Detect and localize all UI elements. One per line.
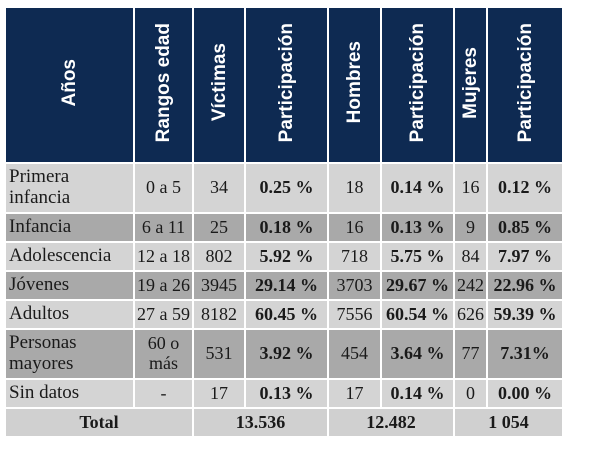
men-share-cell: 0.14 % bbox=[380, 378, 455, 409]
header-participacion-hombres: Participación bbox=[380, 6, 455, 164]
category-cell: Jóvenes bbox=[4, 270, 135, 301]
victims-cell: 3945 bbox=[192, 270, 246, 301]
category-cell: Primera infancia bbox=[4, 162, 135, 214]
men-share-cell: 3.64 % bbox=[380, 328, 455, 380]
victims-by-age-table: Años Rangos edad Víctimas Participación … bbox=[4, 6, 564, 438]
men-cell: 7556 bbox=[327, 299, 382, 330]
age-range-cell: 6 a 11 bbox=[133, 212, 194, 243]
women-share-cell: 0.12 % bbox=[486, 162, 564, 214]
victims-share-cell: 60.45 % bbox=[244, 299, 329, 330]
victims-cell: 17 bbox=[192, 378, 246, 409]
victims-share-cell: 0.18 % bbox=[244, 212, 329, 243]
women-share-cell: 59.39 % bbox=[486, 299, 564, 330]
victims-share-cell: 3.92 % bbox=[244, 328, 329, 380]
women-cell: 242 bbox=[453, 270, 488, 301]
table-container: Años Rangos edad Víctimas Participación … bbox=[4, 6, 564, 438]
men-share-cell: 60.54 % bbox=[380, 299, 455, 330]
table-row: Sin datos - 17 0.13 % 17 0.14 % 0 0.00 % bbox=[4, 378, 564, 409]
header-participacion-mujeres: Participación bbox=[486, 6, 564, 164]
total-label: Total bbox=[4, 407, 194, 438]
age-range-cell: 0 a 5 bbox=[133, 162, 194, 214]
women-share-cell: 7.31% bbox=[486, 328, 564, 380]
victims-cell: 802 bbox=[192, 241, 246, 272]
women-cell: 84 bbox=[453, 241, 488, 272]
table-row: Personas mayores 60 o más 531 3.92 % 454… bbox=[4, 328, 564, 380]
men-cell: 3703 bbox=[327, 270, 382, 301]
age-range-cell: 60 o más bbox=[133, 328, 194, 380]
men-share-cell: 5.75 % bbox=[380, 241, 455, 272]
table-row: Infancia 6 a 11 25 0.18 % 16 0.13 % 9 0.… bbox=[4, 212, 564, 243]
header-victimas: Víctimas bbox=[192, 6, 246, 164]
men-cell: 17 bbox=[327, 378, 382, 409]
category-cell: Adolescencia bbox=[4, 241, 135, 272]
table-row: Adolescencia 12 a 18 802 5.92 % 718 5.75… bbox=[4, 241, 564, 272]
men-share-cell: 0.13 % bbox=[380, 212, 455, 243]
total-women: 1 054 bbox=[453, 407, 564, 438]
victims-share-cell: 0.13 % bbox=[244, 378, 329, 409]
age-range-cell: - bbox=[133, 378, 194, 409]
category-cell: Adultos bbox=[4, 299, 135, 330]
women-cell: 16 bbox=[453, 162, 488, 214]
women-share-cell: 0.85 % bbox=[486, 212, 564, 243]
victims-cell: 25 bbox=[192, 212, 246, 243]
header-hombres: Hombres bbox=[327, 6, 382, 164]
age-range-cell: 12 a 18 bbox=[133, 241, 194, 272]
total-victims: 13.536 bbox=[192, 407, 329, 438]
age-range-cell: 27 a 59 bbox=[133, 299, 194, 330]
category-cell: Infancia bbox=[4, 212, 135, 243]
total-row: Total 13.536 12.482 1 054 bbox=[4, 407, 564, 438]
header-rangos-edad: Rangos edad bbox=[133, 6, 194, 164]
header-anos: Años bbox=[4, 6, 135, 164]
header-mujeres: Mujeres bbox=[453, 6, 488, 164]
men-cell: 16 bbox=[327, 212, 382, 243]
header-participacion-victimas: Participación bbox=[244, 6, 329, 164]
victims-share-cell: 5.92 % bbox=[244, 241, 329, 272]
women-cell: 9 bbox=[453, 212, 488, 243]
men-cell: 18 bbox=[327, 162, 382, 214]
age-range-cell: 19 a 26 bbox=[133, 270, 194, 301]
table-row: Jóvenes 19 a 26 3945 29.14 % 3703 29.67 … bbox=[4, 270, 564, 301]
victims-cell: 531 bbox=[192, 328, 246, 380]
women-share-cell: 7.97 % bbox=[486, 241, 564, 272]
category-cell: Personas mayores bbox=[4, 328, 135, 380]
men-cell: 454 bbox=[327, 328, 382, 380]
women-share-cell: 22.96 % bbox=[486, 270, 564, 301]
women-cell: 626 bbox=[453, 299, 488, 330]
category-cell: Sin datos bbox=[4, 378, 135, 409]
women-cell: 77 bbox=[453, 328, 488, 380]
men-share-cell: 0.14 % bbox=[380, 162, 455, 214]
men-share-cell: 29.67 % bbox=[380, 270, 455, 301]
table-row: Primera infancia 0 a 5 34 0.25 % 18 0.14… bbox=[4, 162, 564, 214]
total-men: 12.482 bbox=[327, 407, 455, 438]
women-cell: 0 bbox=[453, 378, 488, 409]
header-row: Años Rangos edad Víctimas Participación … bbox=[4, 6, 564, 164]
women-share-cell: 0.00 % bbox=[486, 378, 564, 409]
victims-cell: 8182 bbox=[192, 299, 246, 330]
victims-share-cell: 0.25 % bbox=[244, 162, 329, 214]
table-row: Adultos 27 a 59 8182 60.45 % 7556 60.54 … bbox=[4, 299, 564, 330]
victims-cell: 34 bbox=[192, 162, 246, 214]
victims-share-cell: 29.14 % bbox=[244, 270, 329, 301]
men-cell: 718 bbox=[327, 241, 382, 272]
